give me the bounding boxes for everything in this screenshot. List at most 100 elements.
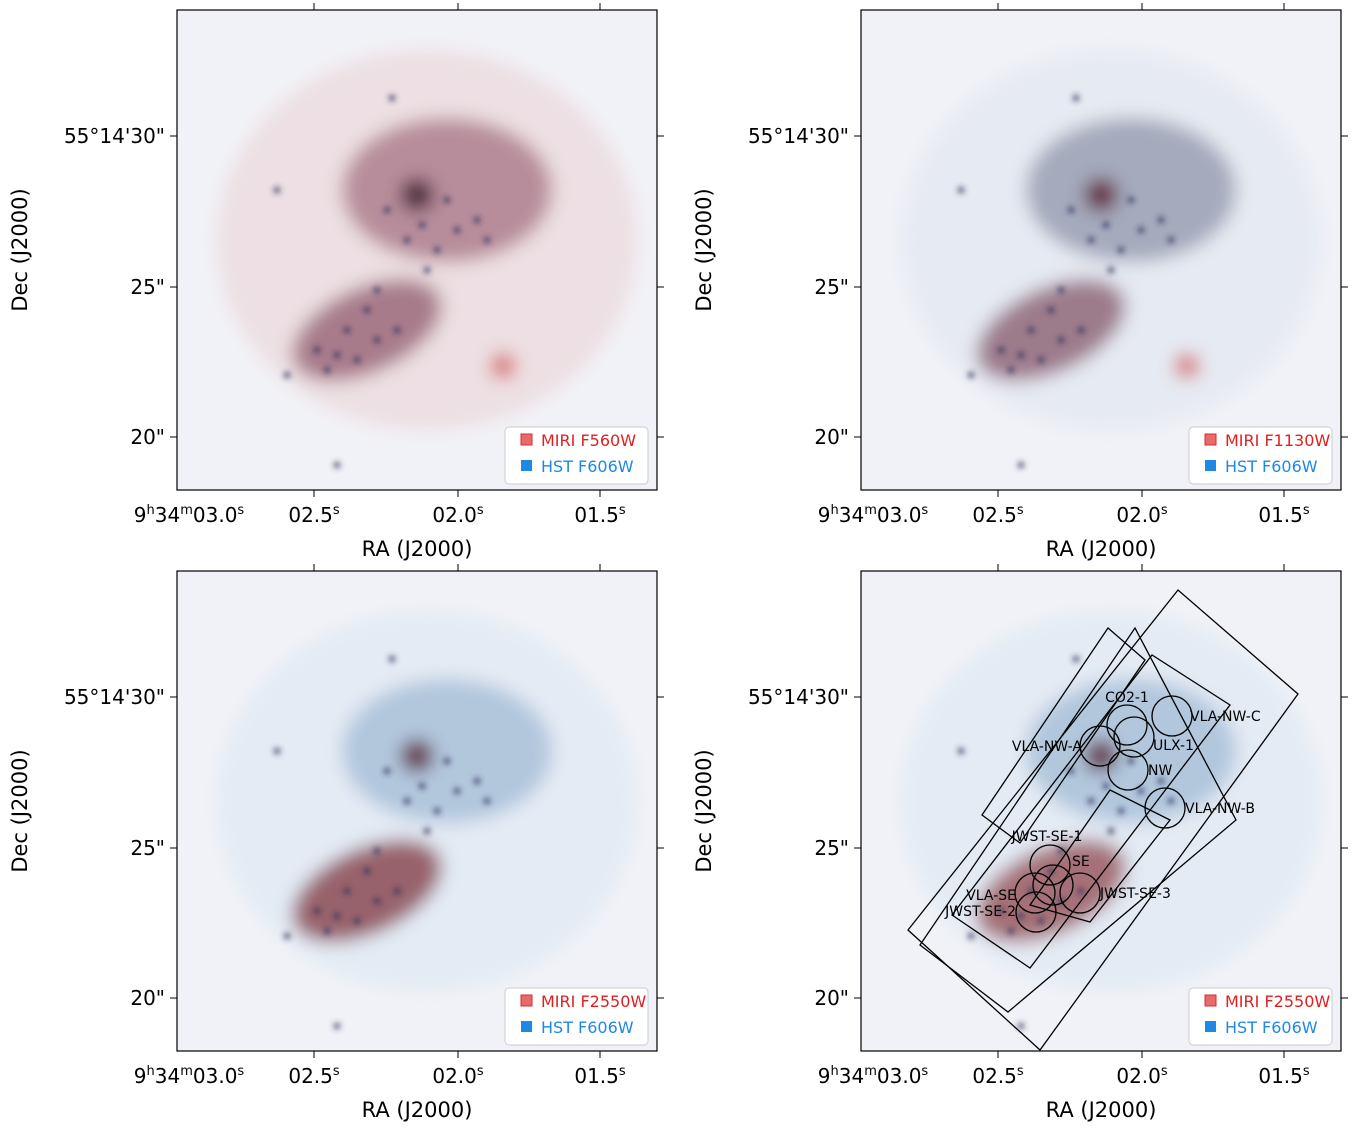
x-tick-label: 9h34m03.0s — [134, 1064, 245, 1088]
legend-label: MIRI F2550W — [1225, 992, 1330, 1011]
legend-box — [1188, 987, 1333, 1046]
x-tick-part: 9 — [134, 1064, 147, 1088]
x-axis-label: RA (J2000) — [362, 537, 473, 561]
star — [1037, 356, 1045, 364]
axes-frame — [860, 9, 1342, 491]
x-tick-part: s — [1017, 1064, 1024, 1079]
footprint — [919, 626, 1237, 1013]
star — [443, 196, 451, 204]
star — [1157, 216, 1165, 224]
star — [1102, 221, 1110, 229]
footprint — [907, 589, 1299, 1051]
legend-box — [1188, 426, 1333, 485]
star — [453, 226, 461, 234]
x-tick-label: 01.5s — [1258, 503, 1310, 527]
star — [1167, 797, 1175, 805]
y-tick-label: 25" — [130, 836, 165, 860]
star — [1137, 226, 1145, 234]
star — [383, 206, 391, 214]
legend-swatch — [1205, 1021, 1216, 1032]
x-tick-part: 02.5 — [972, 503, 1017, 527]
aperture — [1029, 844, 1071, 886]
regions: CO2-1 VLA-NW-C VLA-NW-A ULX-1 NW VLA-NW-B JWST… — [907, 589, 1299, 1051]
point-source — [1175, 354, 1199, 378]
star — [1107, 827, 1115, 835]
star — [343, 326, 351, 334]
tail — [976, 840, 1126, 942]
stars — [273, 655, 491, 1030]
legend: MIRI F2550W HST F606W — [504, 987, 649, 1046]
x-tick-part: m — [180, 1064, 193, 1079]
star — [353, 917, 361, 925]
legend-label: HST F606W — [1225, 457, 1318, 476]
star — [388, 655, 396, 663]
footprint — [1028, 789, 1172, 923]
x-tick-part: m — [180, 503, 193, 518]
star — [1057, 336, 1065, 344]
x-tick-label: 01.5s — [1258, 1064, 1310, 1088]
x-tick-part: 02.0 — [432, 1064, 477, 1088]
y-tick-label: 55°14'30" — [64, 685, 165, 709]
x-tick-part: 02.0 — [1116, 1064, 1161, 1088]
x-tick-part: s — [921, 1064, 928, 1079]
x-tick-part: 9 — [134, 503, 147, 527]
x-tick-part: 34 — [155, 1064, 180, 1088]
x-tick-part: 01.5 — [574, 1064, 619, 1088]
emission — [901, 611, 1321, 991]
y-tick-label: 25" — [814, 836, 849, 860]
star — [1057, 286, 1065, 294]
core — [1085, 179, 1117, 211]
x-tick-label: 02.0s — [432, 1064, 484, 1088]
panel: CO2-1 VLA-NW-C VLA-NW-A ULX-1 NW VLA-NW-B JWST… — [692, 564, 1348, 1122]
star — [1047, 306, 1055, 314]
region-label: CO2-1 — [1105, 690, 1149, 706]
region-label: NW — [1148, 763, 1172, 779]
legend-swatch — [1204, 433, 1217, 446]
star — [333, 1022, 341, 1030]
y-tick-label: 20" — [130, 986, 165, 1010]
x-tick-part: 02.5 — [288, 1064, 333, 1088]
star — [1017, 461, 1025, 469]
x-axis-label: RA (J2000) — [362, 1098, 473, 1122]
star — [1127, 196, 1135, 204]
x-tick-part: 34 — [839, 503, 864, 527]
x-tick-part: 03.0 — [193, 503, 238, 527]
star — [393, 887, 401, 895]
star — [957, 186, 965, 194]
core — [401, 740, 433, 772]
aperture — [1144, 787, 1186, 829]
y-axis-label: Dec (J2000) — [692, 749, 716, 872]
legend-label: MIRI F2550W — [541, 992, 646, 1011]
x-tick-part: s — [1303, 503, 1310, 518]
tail — [292, 279, 442, 381]
region-label: JWST-SE-2 — [944, 904, 1016, 920]
star — [1077, 326, 1085, 334]
legend-label: HST F606W — [541, 1018, 634, 1037]
stars — [957, 94, 1175, 469]
x-tick-label: 02.5s — [288, 503, 340, 527]
region-label: ULX-1 — [1153, 738, 1194, 754]
shell — [342, 679, 552, 823]
x-tick-part: 34 — [839, 1064, 864, 1088]
star — [483, 236, 491, 244]
y-tick-label: 25" — [130, 275, 165, 299]
legend-box — [504, 426, 649, 485]
y-axis-label: Dec (J2000) — [8, 188, 32, 311]
x-tick-part: s — [619, 1064, 626, 1079]
y-tick-label: 20" — [814, 425, 849, 449]
shell — [1026, 118, 1236, 262]
region-label: VLA-NW-A — [1012, 739, 1083, 755]
star — [473, 216, 481, 224]
star — [483, 797, 491, 805]
star — [418, 782, 426, 790]
y-tick-label: 20" — [814, 986, 849, 1010]
legend-label: MIRI F1130W — [1225, 431, 1330, 450]
star — [967, 932, 975, 940]
x-tick-part: 01.5 — [574, 503, 619, 527]
x-tick-label: 9h34m03.0s — [818, 1064, 929, 1088]
aperture — [1032, 864, 1074, 906]
star — [1077, 887, 1085, 895]
aperture — [1113, 716, 1155, 758]
star — [1137, 787, 1145, 795]
legend-swatch — [1205, 460, 1216, 471]
